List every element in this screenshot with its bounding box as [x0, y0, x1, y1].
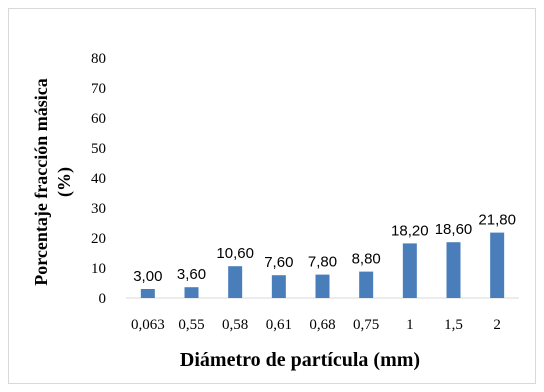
x-tick-label: 1,5: [444, 317, 463, 333]
y-tick-label: 10: [91, 261, 106, 277]
x-axis-ticks: 0,063 0,55 0,58 0,61 0,68 0,75 1 1,5 2: [131, 317, 501, 333]
y-axis-title-line2: (%): [54, 167, 75, 197]
bar-data-label: 8,80: [352, 251, 381, 268]
x-tick-label: 0,58: [222, 317, 248, 333]
bar: [359, 271, 374, 298]
y-tick-label: 40: [91, 171, 106, 187]
bar: [228, 266, 243, 298]
bar: [271, 275, 286, 298]
bar: [140, 289, 155, 298]
bar: [490, 232, 505, 298]
x-axis-title: Diámetro de partícula (mm): [180, 349, 420, 371]
x-tick-label: 0,063: [131, 317, 165, 333]
y-tick-label: 20: [91, 231, 106, 247]
x-tick-label: 1: [406, 317, 414, 333]
bar-data-label: 3,60: [177, 266, 206, 283]
chart-frame: [8, 8, 536, 384]
bar-data-label: 10,60: [216, 245, 254, 262]
bar-data-label: 18,60: [435, 221, 473, 238]
x-tick-label: 2: [493, 317, 501, 333]
y-tick-label: 50: [91, 141, 106, 157]
bar-data-label: 3,00: [133, 268, 162, 285]
y-tick-label: 30: [91, 201, 106, 217]
x-tick-label: 0,55: [178, 317, 204, 333]
bar-data-label: 21,80: [478, 212, 516, 229]
y-tick-label: 70: [91, 81, 106, 97]
bar: [315, 274, 330, 298]
bar-data-label: 7,80: [308, 254, 337, 271]
bar-data-label: 7,60: [264, 254, 293, 271]
bar-data-label: 18,20: [391, 222, 429, 239]
bar: [446, 242, 461, 298]
y-axis-ticks: 0 10 20 30 40 50 60 70 80: [91, 51, 106, 307]
bar: [184, 287, 199, 298]
y-axis-title-line1: Porcentaje fracción másica: [31, 78, 51, 286]
bars: [140, 232, 505, 298]
data-labels: 3,00 3,60 10,60 7,60 7,80 8,80 18,20 18,60 21,80: [133, 212, 516, 285]
x-tick-label: 0,68: [309, 317, 335, 333]
x-tick-label: 0,75: [353, 317, 379, 333]
x-tick-label: 0,61: [266, 317, 292, 333]
bar: [402, 243, 417, 298]
y-tick-label: 0: [99, 291, 107, 307]
y-tick-label: 80: [91, 51, 106, 67]
y-tick-label: 60: [91, 111, 106, 127]
